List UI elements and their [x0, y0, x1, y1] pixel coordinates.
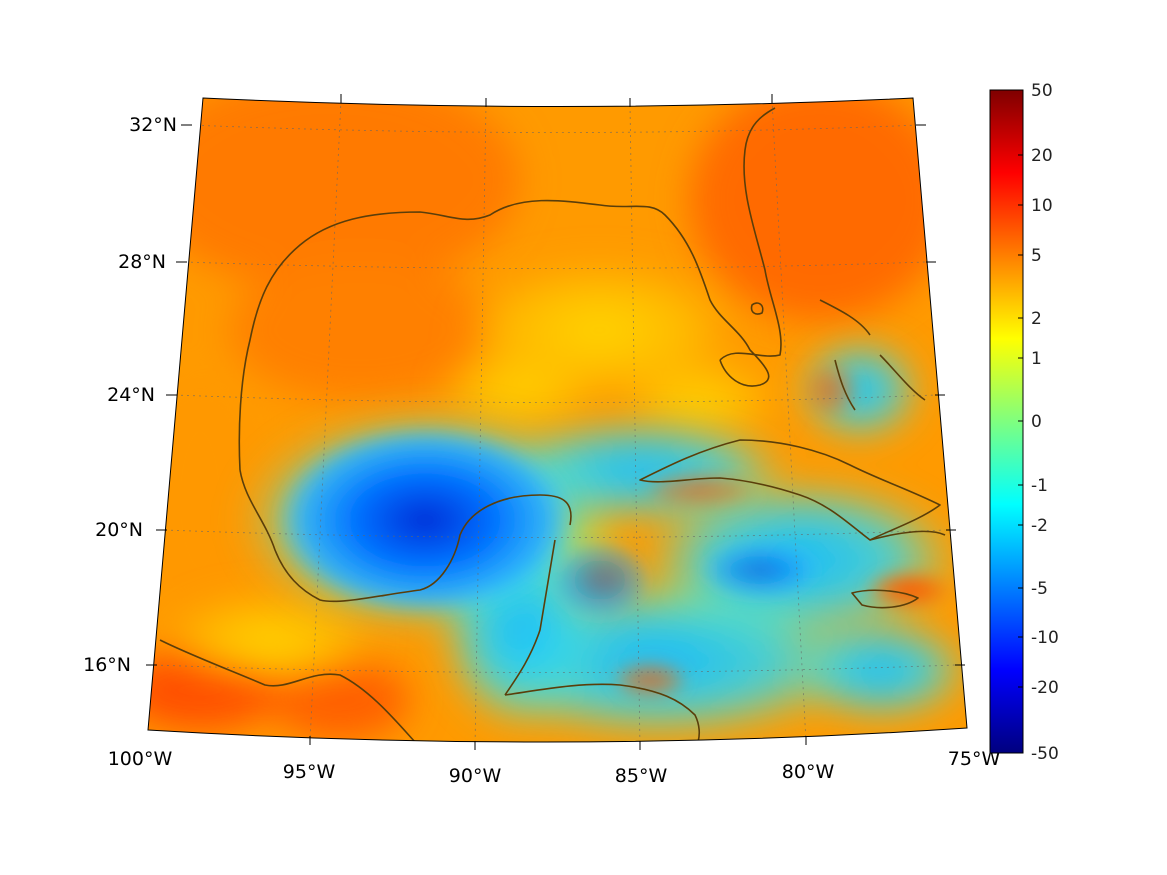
lon-labels: 100°W 95°W 90°W 85°W 80°W 75°W: [108, 748, 1001, 787]
lake-okeechobee: [750, 302, 764, 315]
colorbar: 50 20 10 5 2 1 0 -1 -2 -5 -10 -20 -50: [989, 81, 1059, 764]
warm-regions: [148, 98, 950, 740]
pacific-coast: [159, 639, 416, 743]
map-field: [148, 98, 967, 743]
colorbar-label: -50: [1031, 744, 1059, 764]
colorbar-label: -20: [1031, 678, 1059, 698]
lat-label: 28°N: [118, 251, 166, 273]
hispaniola: [869, 530, 946, 541]
gulf-coast: [238, 199, 770, 471]
bahamas-andros: [819, 299, 871, 336]
lat-label: 20°N: [95, 519, 143, 541]
cold-core: [275, 425, 820, 620]
coastlines: [159, 107, 946, 743]
colorbar-ticks: [1018, 154, 1023, 688]
colorbar-label: 20: [1031, 146, 1053, 166]
colorbar-label: 10: [1031, 196, 1053, 216]
mexico-coast: [239, 469, 572, 603]
colorbar-label: 1: [1031, 349, 1042, 369]
lon-label: 85°W: [615, 765, 668, 787]
colorbar-label: -10: [1031, 628, 1059, 648]
lat-label: 24°N: [107, 384, 155, 406]
lon-label: 80°W: [782, 761, 835, 783]
lat-label: 16°N: [83, 654, 131, 676]
florida-east: [719, 107, 782, 361]
yucatan-east: [504, 539, 556, 696]
map-frame: [147, 97, 968, 743]
lat-label: 32°N: [129, 114, 177, 136]
colorbar-label: -2: [1031, 516, 1048, 536]
caribbean-warm-spots: [610, 360, 955, 700]
colorbar-label: 50: [1031, 81, 1053, 101]
cuba: [639, 439, 941, 541]
colorbar-label: 5: [1031, 246, 1042, 266]
colorbar-label: 2: [1031, 309, 1042, 329]
lon-label: 100°W: [108, 748, 173, 770]
colorbar-label: 0: [1031, 412, 1042, 432]
lon-label: 75°W: [948, 748, 1001, 770]
colorbar-label: -5: [1031, 579, 1048, 599]
bahamas-2: [879, 354, 926, 401]
colorbar-scale: [989, 89, 1024, 754]
bahamas-1: [834, 359, 856, 411]
jamaica: [851, 589, 919, 609]
colorbar-labels: 50 20 10 5 2 1 0 -1 -2 -5 -10 -20 -50: [1031, 81, 1059, 764]
lon-label: 95°W: [283, 761, 336, 783]
colorbar-label: -1: [1031, 476, 1048, 496]
graticule: [154, 99, 956, 743]
central-america: [504, 683, 701, 743]
frame-ticks: [146, 94, 965, 750]
lon-label: 90°W: [449, 765, 502, 787]
lat-labels: 32°N 28°N 24°N 20°N 16°N: [83, 114, 177, 676]
